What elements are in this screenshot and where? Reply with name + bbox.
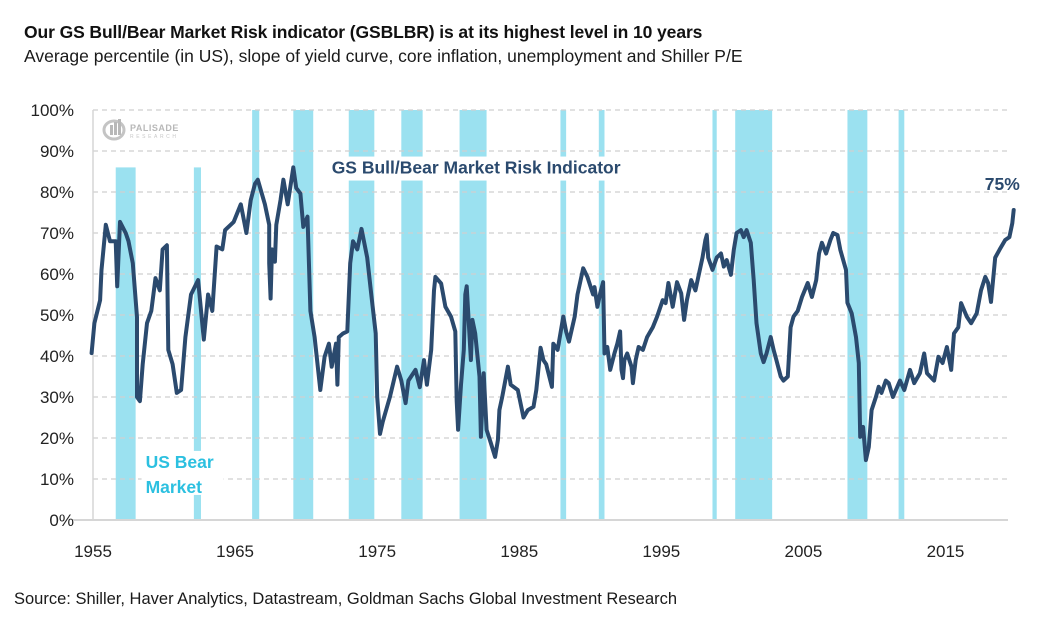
y-tick-label: 70% (40, 224, 74, 243)
latest-value-label: 75% (985, 174, 1020, 194)
annotations: GS Bull/Bear Market Risk Indicator 75% US … (141, 156, 1020, 497)
x-tick-label: 2005 (784, 542, 822, 561)
palisade-watermark: PALISADE RESEARCH (102, 119, 179, 141)
x-tick-label: 1985 (500, 542, 538, 561)
bear-market-band (115, 167, 136, 520)
y-tick-label: 40% (40, 347, 74, 366)
series-line-gsblbr (89, 165, 1016, 463)
bear-market-band (193, 167, 201, 520)
x-tick-label: 1965 (216, 542, 254, 561)
source-note: Source: Shiller, Haver Analytics, Datast… (14, 590, 678, 608)
bear-market-band (898, 110, 905, 520)
y-tick-label: 100% (31, 101, 74, 120)
chart-subtitle: Average percentile (in US), slope of yie… (24, 46, 743, 66)
y-tick-label: 50% (40, 306, 74, 325)
x-axis-ticks: 1955 1965 1975 1985 1995 2005 2015 (74, 542, 964, 561)
y-axis-ticks: 0% 10% 20% 30% 40% 50% 60% 70% 80% 90% 100% (31, 101, 74, 530)
y-tick-label: 0% (49, 511, 74, 530)
y-tick-label: 20% (40, 429, 74, 448)
y-tick-label: 30% (40, 388, 74, 407)
x-tick-label: 1995 (642, 542, 680, 561)
y-tick-label: 10% (40, 470, 74, 489)
y-tick-label: 90% (40, 142, 74, 161)
x-tick-label: 2015 (927, 542, 965, 561)
y-tick-label: 80% (40, 183, 74, 202)
bear-market-band (847, 110, 868, 520)
series-label: GS Bull/Bear Market Risk Indicator (332, 158, 621, 178)
bear-label-background (141, 450, 224, 495)
x-tick-label: 1955 (74, 542, 112, 561)
palisade-logo-icon (102, 119, 126, 141)
watermark-sub: RESEARCH (130, 134, 179, 140)
bear-market-label-line1: US Bear (146, 452, 214, 472)
y-tick-label: 60% (40, 265, 74, 284)
chart-title: Our GS Bull/Bear Market Risk indicator (… (24, 22, 703, 42)
bear-market-label-line2: Market (146, 477, 203, 497)
x-tick-label: 1975 (358, 542, 396, 561)
annotation-background (327, 156, 660, 181)
watermark-name: PALISADE (130, 123, 179, 133)
